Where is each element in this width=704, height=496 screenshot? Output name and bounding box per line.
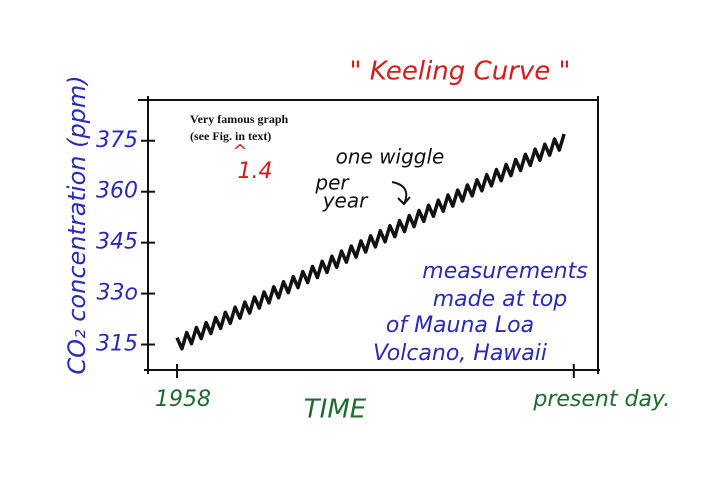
annotation: 1.4	[238, 159, 273, 184]
y-tick-label: 315	[96, 332, 138, 357]
caret: ^	[232, 141, 247, 162]
x-axis-label: TIME	[304, 395, 367, 425]
y-tick-label: 33o	[97, 281, 138, 306]
arrow	[391, 181, 411, 206]
annotation: Very famous graph	[190, 112, 289, 126]
chart-title: " Keeling Curve "	[350, 57, 571, 87]
annotation: year	[322, 189, 369, 213]
annotation: measurements	[422, 259, 587, 284]
annotation: Volcano, Hawaii	[373, 341, 547, 366]
x-tick-label: present day.	[532, 387, 670, 412]
y-tick-label: 375	[96, 128, 138, 153]
annotation: one wiggle	[336, 145, 445, 169]
y-tick-label: 360	[96, 179, 138, 204]
y-axis-label: CO₂ concentration (ppm)	[63, 75, 91, 374]
y-tick-label: 345	[96, 230, 138, 255]
data-line	[175, 133, 566, 351]
x-tick-label: 1958	[155, 387, 211, 412]
annotation: per	[314, 171, 350, 195]
annotation: of Mauna Loa	[386, 313, 534, 338]
annotation: made at top	[433, 287, 568, 312]
annotation: (see Fig. in text)	[190, 129, 271, 143]
frame	[138, 96, 600, 374]
